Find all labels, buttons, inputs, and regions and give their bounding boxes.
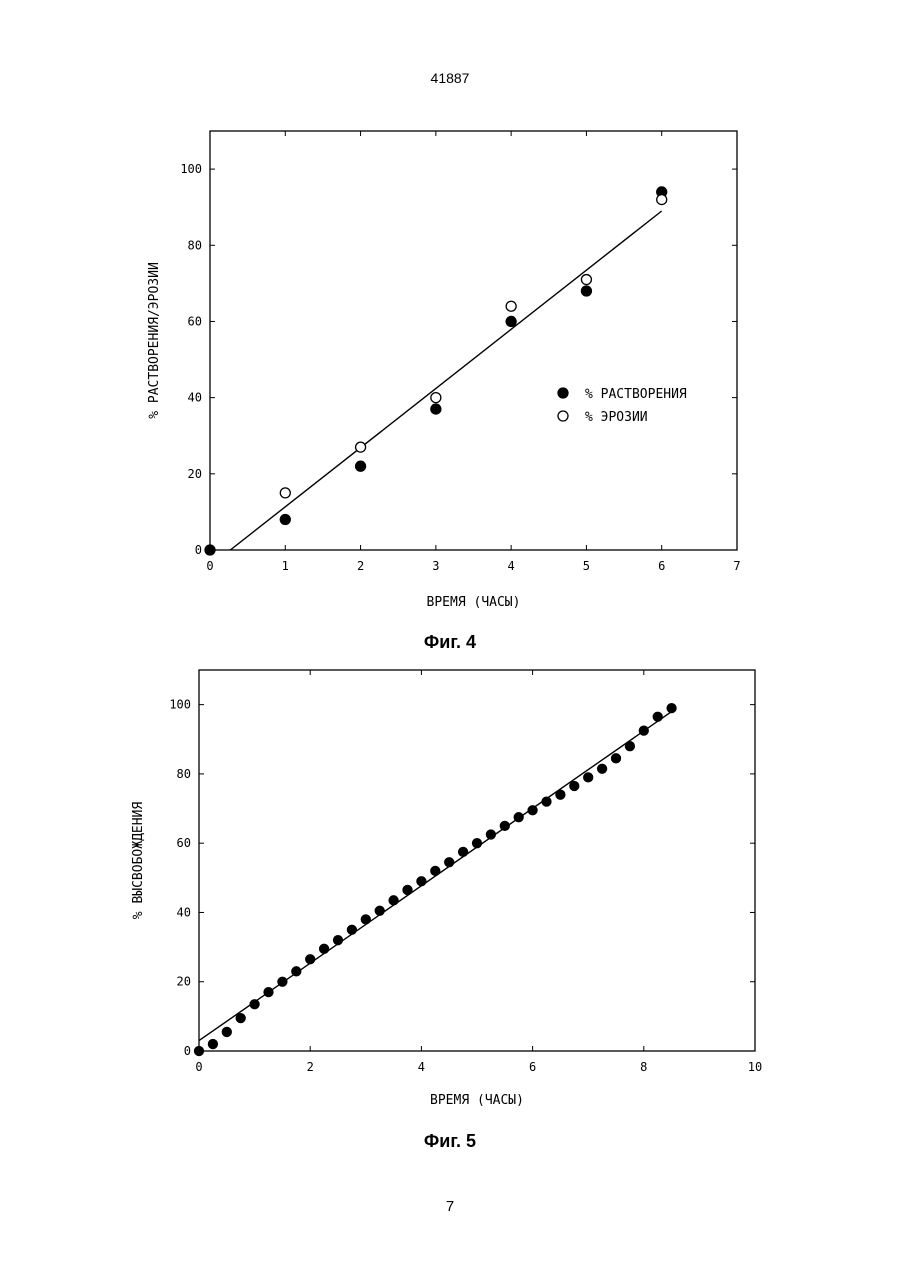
data-point-filled xyxy=(500,821,509,830)
x-tick-label: 4 xyxy=(508,559,515,573)
data-point-filled xyxy=(542,797,551,806)
y-tick-label: 40 xyxy=(188,391,202,405)
x-tick-label: 0 xyxy=(206,559,213,573)
data-point-filled xyxy=(361,915,370,924)
legend-label-erosion: % ЭРОЗИИ xyxy=(585,410,648,425)
data-point-filled xyxy=(486,830,495,839)
data-point-filled xyxy=(667,704,676,713)
data-point-filled xyxy=(459,847,468,856)
x-tick-label: 2 xyxy=(357,559,364,573)
data-point-filled xyxy=(570,782,579,791)
data-point-filled xyxy=(222,1027,231,1036)
data-point-filled xyxy=(417,877,426,886)
x-axis-label: ВРЕМЯ (ЧАСЫ) xyxy=(430,1093,524,1108)
x-tick-label: 7 xyxy=(733,559,740,573)
y-axis-label: % ВЫСВОБОЖДЕНИЯ xyxy=(131,802,146,920)
y-tick-label: 80 xyxy=(188,238,202,252)
data-point-filled xyxy=(205,545,215,555)
y-axis-label: % РАСТВОРЕНИЯ/ЭРОЗИИ xyxy=(147,262,162,419)
data-point-filled xyxy=(356,461,366,471)
y-tick-label: 20 xyxy=(177,975,191,989)
data-point-filled xyxy=(473,839,482,848)
data-point-filled xyxy=(556,790,565,799)
data-point-filled xyxy=(278,977,287,986)
x-tick-label: 6 xyxy=(658,559,665,573)
y-tick-label: 60 xyxy=(177,836,191,850)
x-tick-label: 5 xyxy=(583,559,590,573)
y-tick-label: 100 xyxy=(180,162,202,176)
data-point-open xyxy=(280,488,290,498)
data-point-filled xyxy=(431,404,441,414)
x-axis-label: ВРЕМЯ (ЧАСЫ) xyxy=(427,595,521,610)
data-point-filled xyxy=(320,944,329,953)
data-point-filled xyxy=(250,1000,259,1009)
data-point-filled xyxy=(347,925,356,934)
x-tick-label: 3 xyxy=(432,559,439,573)
data-point-filled xyxy=(334,936,343,945)
data-point-filled xyxy=(653,712,662,721)
y-tick-label: 0 xyxy=(195,543,202,557)
data-point-filled xyxy=(280,515,290,525)
data-point-filled xyxy=(514,813,523,822)
data-point-filled xyxy=(528,806,537,815)
data-point-filled xyxy=(598,764,607,773)
data-point-open xyxy=(431,393,441,403)
figure-5-chart: 0246810020406080100ВРЕМЯ (ЧАСЫ)% ВЫСВОБО… xyxy=(0,660,900,1120)
x-tick-label: 10 xyxy=(748,1060,762,1074)
y-tick-label: 0 xyxy=(184,1044,191,1058)
data-point-filled xyxy=(431,866,440,875)
data-point-filled xyxy=(612,754,621,763)
data-point-filled xyxy=(292,967,301,976)
data-point-open xyxy=(657,195,667,205)
data-point-filled xyxy=(506,316,516,326)
x-tick-label: 8 xyxy=(640,1060,647,1074)
data-point-filled xyxy=(639,726,648,735)
data-point-open xyxy=(356,442,366,452)
x-tick-label: 2 xyxy=(307,1060,314,1074)
data-point-filled xyxy=(264,988,273,997)
y-tick-label: 20 xyxy=(188,467,202,481)
data-point-open xyxy=(506,301,516,311)
data-point-open xyxy=(581,275,591,285)
figure-4-caption: Фиг. 4 xyxy=(0,632,900,653)
x-tick-label: 6 xyxy=(529,1060,536,1074)
x-tick-label: 0 xyxy=(195,1060,202,1074)
legend-label-dissolution: % РАСТВОРЕНИЯ xyxy=(585,387,687,402)
plot-frame xyxy=(199,670,755,1051)
figure-4-chart: 0 1 2 3 4 5 6 7 0 20 40 60 80 100 ВРЕМЯ (ЧАСЫ) % РАСТВО… xyxy=(0,0,900,630)
y-tick-label: 80 xyxy=(177,767,191,781)
data-point-filled xyxy=(581,286,591,296)
data-point-filled xyxy=(195,1047,204,1056)
data-point-filled xyxy=(306,955,315,964)
data-point-filled xyxy=(236,1014,245,1023)
data-point-filled xyxy=(445,858,454,867)
data-point-filled xyxy=(584,773,593,782)
y-tick-label: 100 xyxy=(169,698,191,712)
y-tick-label: 40 xyxy=(177,905,191,919)
fit-line xyxy=(230,211,661,550)
page-number: 7 xyxy=(0,1198,900,1215)
x-tick-label: 4 xyxy=(418,1060,425,1074)
figure-5-caption: Фиг. 5 xyxy=(0,1131,900,1152)
y-tick-label: 60 xyxy=(188,314,202,328)
data-point-filled xyxy=(375,906,384,915)
data-point-filled xyxy=(403,885,412,894)
data-point-filled xyxy=(625,742,634,751)
legend-marker-dissolution xyxy=(558,388,568,398)
data-point-filled xyxy=(208,1040,217,1049)
x-tick-label: 1 xyxy=(282,559,289,573)
legend-marker-erosion xyxy=(558,411,568,421)
data-point-filled xyxy=(389,896,398,905)
